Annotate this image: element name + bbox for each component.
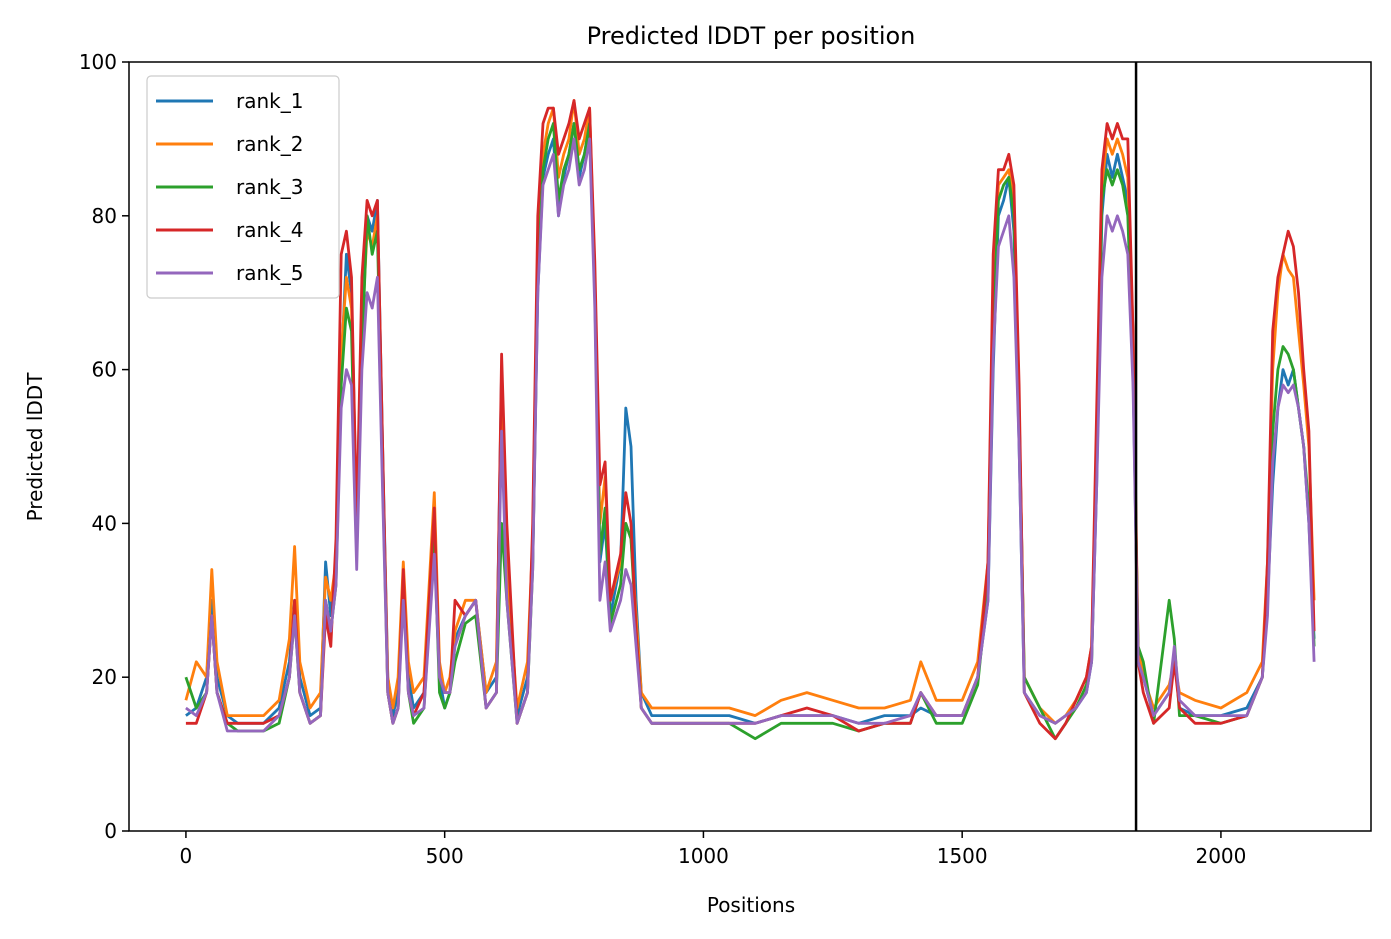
x-tick-label: 1500 (937, 844, 988, 868)
x-tick-label: 1000 (678, 844, 729, 868)
y-tick-label: 0 (104, 819, 117, 843)
y-axis-label: Predicted lDDT (23, 372, 47, 522)
series-line-rank_4 (185, 99, 1316, 741)
x-axis-label: Positions (707, 893, 795, 917)
legend-label: rank_4 (236, 218, 303, 242)
y-tick-label: 100 (79, 50, 117, 74)
legend-label: rank_3 (236, 175, 303, 199)
plot-area (128, 61, 1372, 832)
legend-label: rank_1 (236, 89, 303, 113)
series-line-rank_5 (185, 137, 1316, 733)
legend: rank_1 rank_2 rank_3 rank_4 rank_5 (146, 75, 340, 299)
chart-title: Predicted lDDT per position (587, 22, 916, 50)
legend-label: rank_5 (236, 261, 303, 285)
series-layer (184, 99, 1316, 741)
x-tick-label: 2000 (1195, 844, 1246, 868)
axes-frame (128, 61, 1372, 832)
y-tick-label: 80 (92, 204, 117, 228)
x-axis: 0 500 1000 1500 2000 (180, 831, 1246, 868)
y-tick-label: 20 (92, 665, 117, 689)
y-tick-label: 40 (92, 511, 117, 535)
x-tick-label: 0 (180, 844, 193, 868)
x-tick-label: 500 (426, 844, 464, 868)
legend-box (146, 75, 340, 299)
y-tick-label: 60 (92, 358, 117, 382)
y-axis: 0 20 40 60 80 100 (79, 50, 129, 843)
legend-label: rank_2 (236, 132, 303, 156)
